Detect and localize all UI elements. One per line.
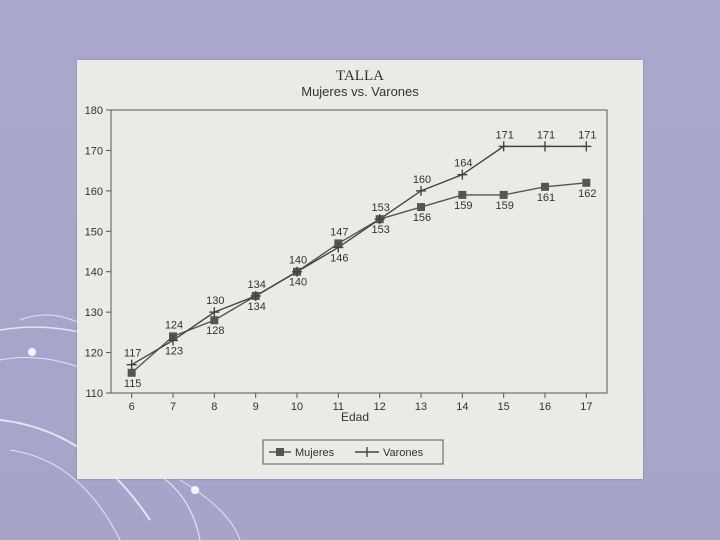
x-tick-label: 16 [539,401,551,413]
point-mujeres [541,182,549,191]
y-tick-label: 140 [85,267,103,279]
data-label-mujeres: 147 [330,226,348,238]
y-tick-label: 130 [85,307,103,319]
y-tick-label: 150 [85,226,103,238]
data-label-varones: 123 [165,345,183,357]
x-tick-label: 14 [456,401,468,413]
x-axis-label: Edad [341,410,370,424]
legend-label-mujeres: Mujeres [295,447,335,459]
data-label-varones: 171 [578,129,596,141]
x-tick-label: 13 [415,401,427,413]
data-label-varones: 134 [247,279,265,291]
chart-title: TALLA [336,68,384,84]
legend-label-varones: Varones [383,447,424,459]
y-tick-label: 110 [85,388,103,400]
data-label-mujeres: 140 [289,277,307,289]
chart-subtitle: Mujeres vs. Varones [301,84,419,99]
legend-marker-mujeres [276,448,284,456]
point-mujeres [499,190,508,199]
y-tick-label: 180 [85,105,103,117]
x-tick-label: 10 [291,401,303,413]
plot-frame [110,109,608,394]
point-mujeres [582,178,591,187]
data-label-mujeres: 161 [537,192,555,204]
data-label-mujeres: 156 [413,212,431,224]
data-label-varones: 140 [289,255,307,267]
data-label-mujeres: 162 [578,188,596,200]
data-label-mujeres: 159 [495,200,513,212]
legend-box [262,439,444,465]
x-tick-label: 6 [129,401,135,413]
x-tick-label: 8 [211,401,217,413]
data-label-varones: 146 [330,252,348,264]
chart-photo: TALLA Mujeres vs. Varones 110 120 130 140 15… [77,60,643,479]
y-tick-label: 120 [85,348,103,360]
x-tick-label: 7 [170,401,176,413]
point-mujeres [458,190,467,199]
point-mujeres [417,203,425,212]
data-label-varones: 164 [454,158,472,170]
y-tick-label: 170 [85,145,103,157]
data-label-mujeres: 124 [165,319,183,331]
x-tick-label: 9 [253,401,259,413]
line-chart: 110 120 130 140 150 160 170 180 6 7 8 9 10 11 12 13 14 15… [85,105,608,465]
x-tick-label: 11 [333,401,344,413]
data-label-varones: 171 [537,129,555,141]
data-label-varones: 171 [495,129,513,141]
data-label-mujeres: 134 [247,301,265,313]
point-mujeres [127,368,136,377]
x-tick-label: 15 [498,401,510,413]
data-label-mujeres: 153 [371,224,389,236]
data-label-varones: 130 [206,295,224,307]
data-label-varones: 153 [371,202,389,214]
y-tick-label: 160 [85,186,103,198]
data-label-varones: 160 [413,174,431,186]
data-label-mujeres: 115 [124,378,142,390]
series-line-mujeres [131,182,587,374]
point-mujeres [210,316,219,325]
data-label-mujeres: 128 [206,325,224,337]
x-tick-label: 12 [374,401,386,413]
series-line-varones [131,145,587,366]
x-tick-label: 17 [580,401,592,413]
data-label-mujeres: 159 [454,200,472,212]
data-label-varones: 117 [124,348,142,360]
